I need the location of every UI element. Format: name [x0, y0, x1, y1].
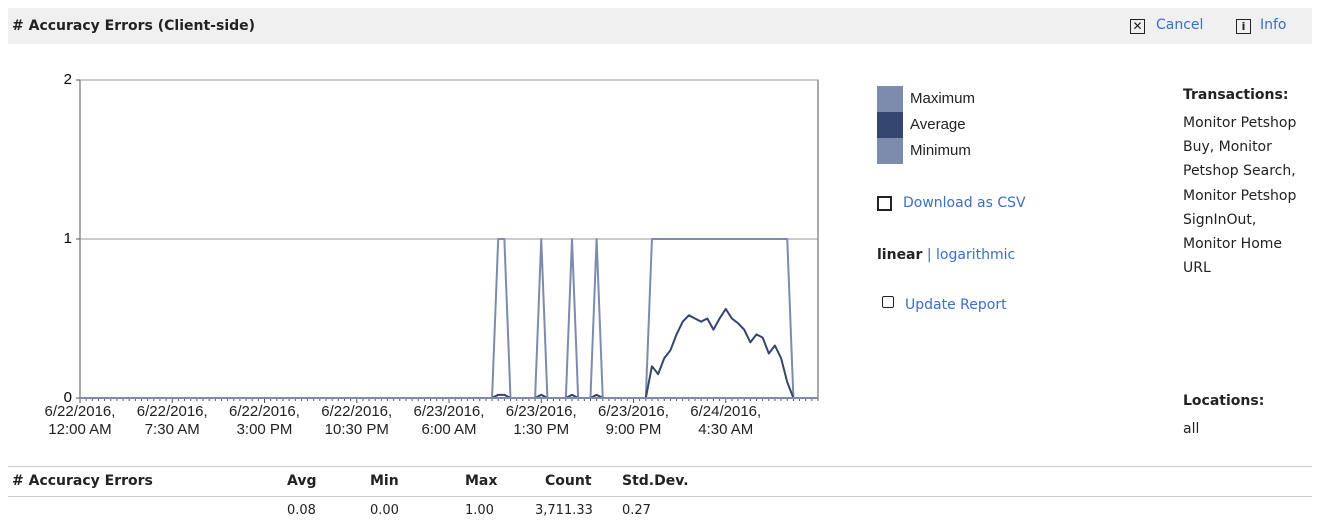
cancel-icon: ✕	[1130, 19, 1145, 34]
y-tick-label: 1	[64, 230, 72, 247]
table-header: Count	[545, 473, 592, 489]
info-icon: i	[1236, 19, 1251, 34]
scale-linear[interactable]: linear	[877, 247, 923, 263]
table-cell: 3,711.33	[535, 503, 593, 518]
legend-label: Minimum	[910, 142, 971, 159]
header-title: # Accuracy Errors (Client-side)	[12, 18, 256, 34]
table-rule	[8, 496, 1312, 497]
legend-label: Maximum	[910, 90, 976, 107]
legend-swatch	[877, 86, 903, 112]
locations-label: Locations:	[1183, 393, 1265, 409]
x-tick-label: 6/22/2016, 3:00 PM	[229, 403, 300, 438]
scale-log[interactable]: logarithmic	[936, 247, 1016, 263]
x-tick-label: 6/23/2016, 9:00 PM	[598, 403, 669, 438]
x-tick-label: 6/23/2016, 1:30 PM	[505, 403, 577, 438]
legend-swatch	[877, 138, 903, 164]
header-bar	[8, 8, 1312, 44]
info-link[interactable]: Info	[1260, 17, 1287, 33]
x-tick-label: 6/22/2016, 10:30 PM	[321, 403, 393, 438]
table-header: Min	[370, 473, 399, 489]
table-cell: 0.00	[370, 503, 399, 518]
chart: 0 1 2	[64, 71, 819, 406]
y-tick-label: 2	[64, 71, 72, 88]
download-link[interactable]: Download as CSV	[903, 195, 1026, 211]
x-tick-label: 6/22/2016, 7:30 AM	[136, 403, 208, 438]
table-header: Max	[465, 473, 498, 489]
x-tick-label: 6/24/2016, 4:30 AM	[690, 403, 762, 438]
table-header: # Accuracy Errors	[12, 473, 153, 489]
locations-value: all	[1183, 421, 1200, 437]
transactions-list: Monitor Petshop Buy, Monitor Petshop Sea…	[1183, 115, 1297, 277]
x-tick-label: 6/23/2016, 6:00 AM	[413, 403, 485, 438]
scale-switch: linear | logarithmic	[877, 247, 1015, 263]
cancel-link[interactable]: Cancel	[1156, 17, 1204, 33]
legend-swatch	[877, 112, 903, 138]
scale-separator: |	[926, 247, 932, 263]
update-icon	[882, 296, 894, 308]
table-cell: 0.27	[622, 503, 651, 518]
transactions-label: Transactions:	[1183, 87, 1289, 103]
legend-label: Average	[910, 116, 966, 133]
table-cell: 0.08	[287, 503, 316, 518]
x-tick-label: 6/22/2016, 12:00 AM	[44, 403, 116, 438]
table-header: Std.Dev.	[622, 473, 689, 489]
table-header: Avg	[287, 473, 317, 489]
update-link[interactable]: Update Report	[905, 297, 1007, 313]
table-cell: 1.00	[465, 503, 494, 518]
series-line	[80, 307, 818, 399]
y-tick-label: 0	[64, 389, 72, 406]
download-icon	[877, 196, 892, 211]
table-rule	[8, 466, 1312, 467]
